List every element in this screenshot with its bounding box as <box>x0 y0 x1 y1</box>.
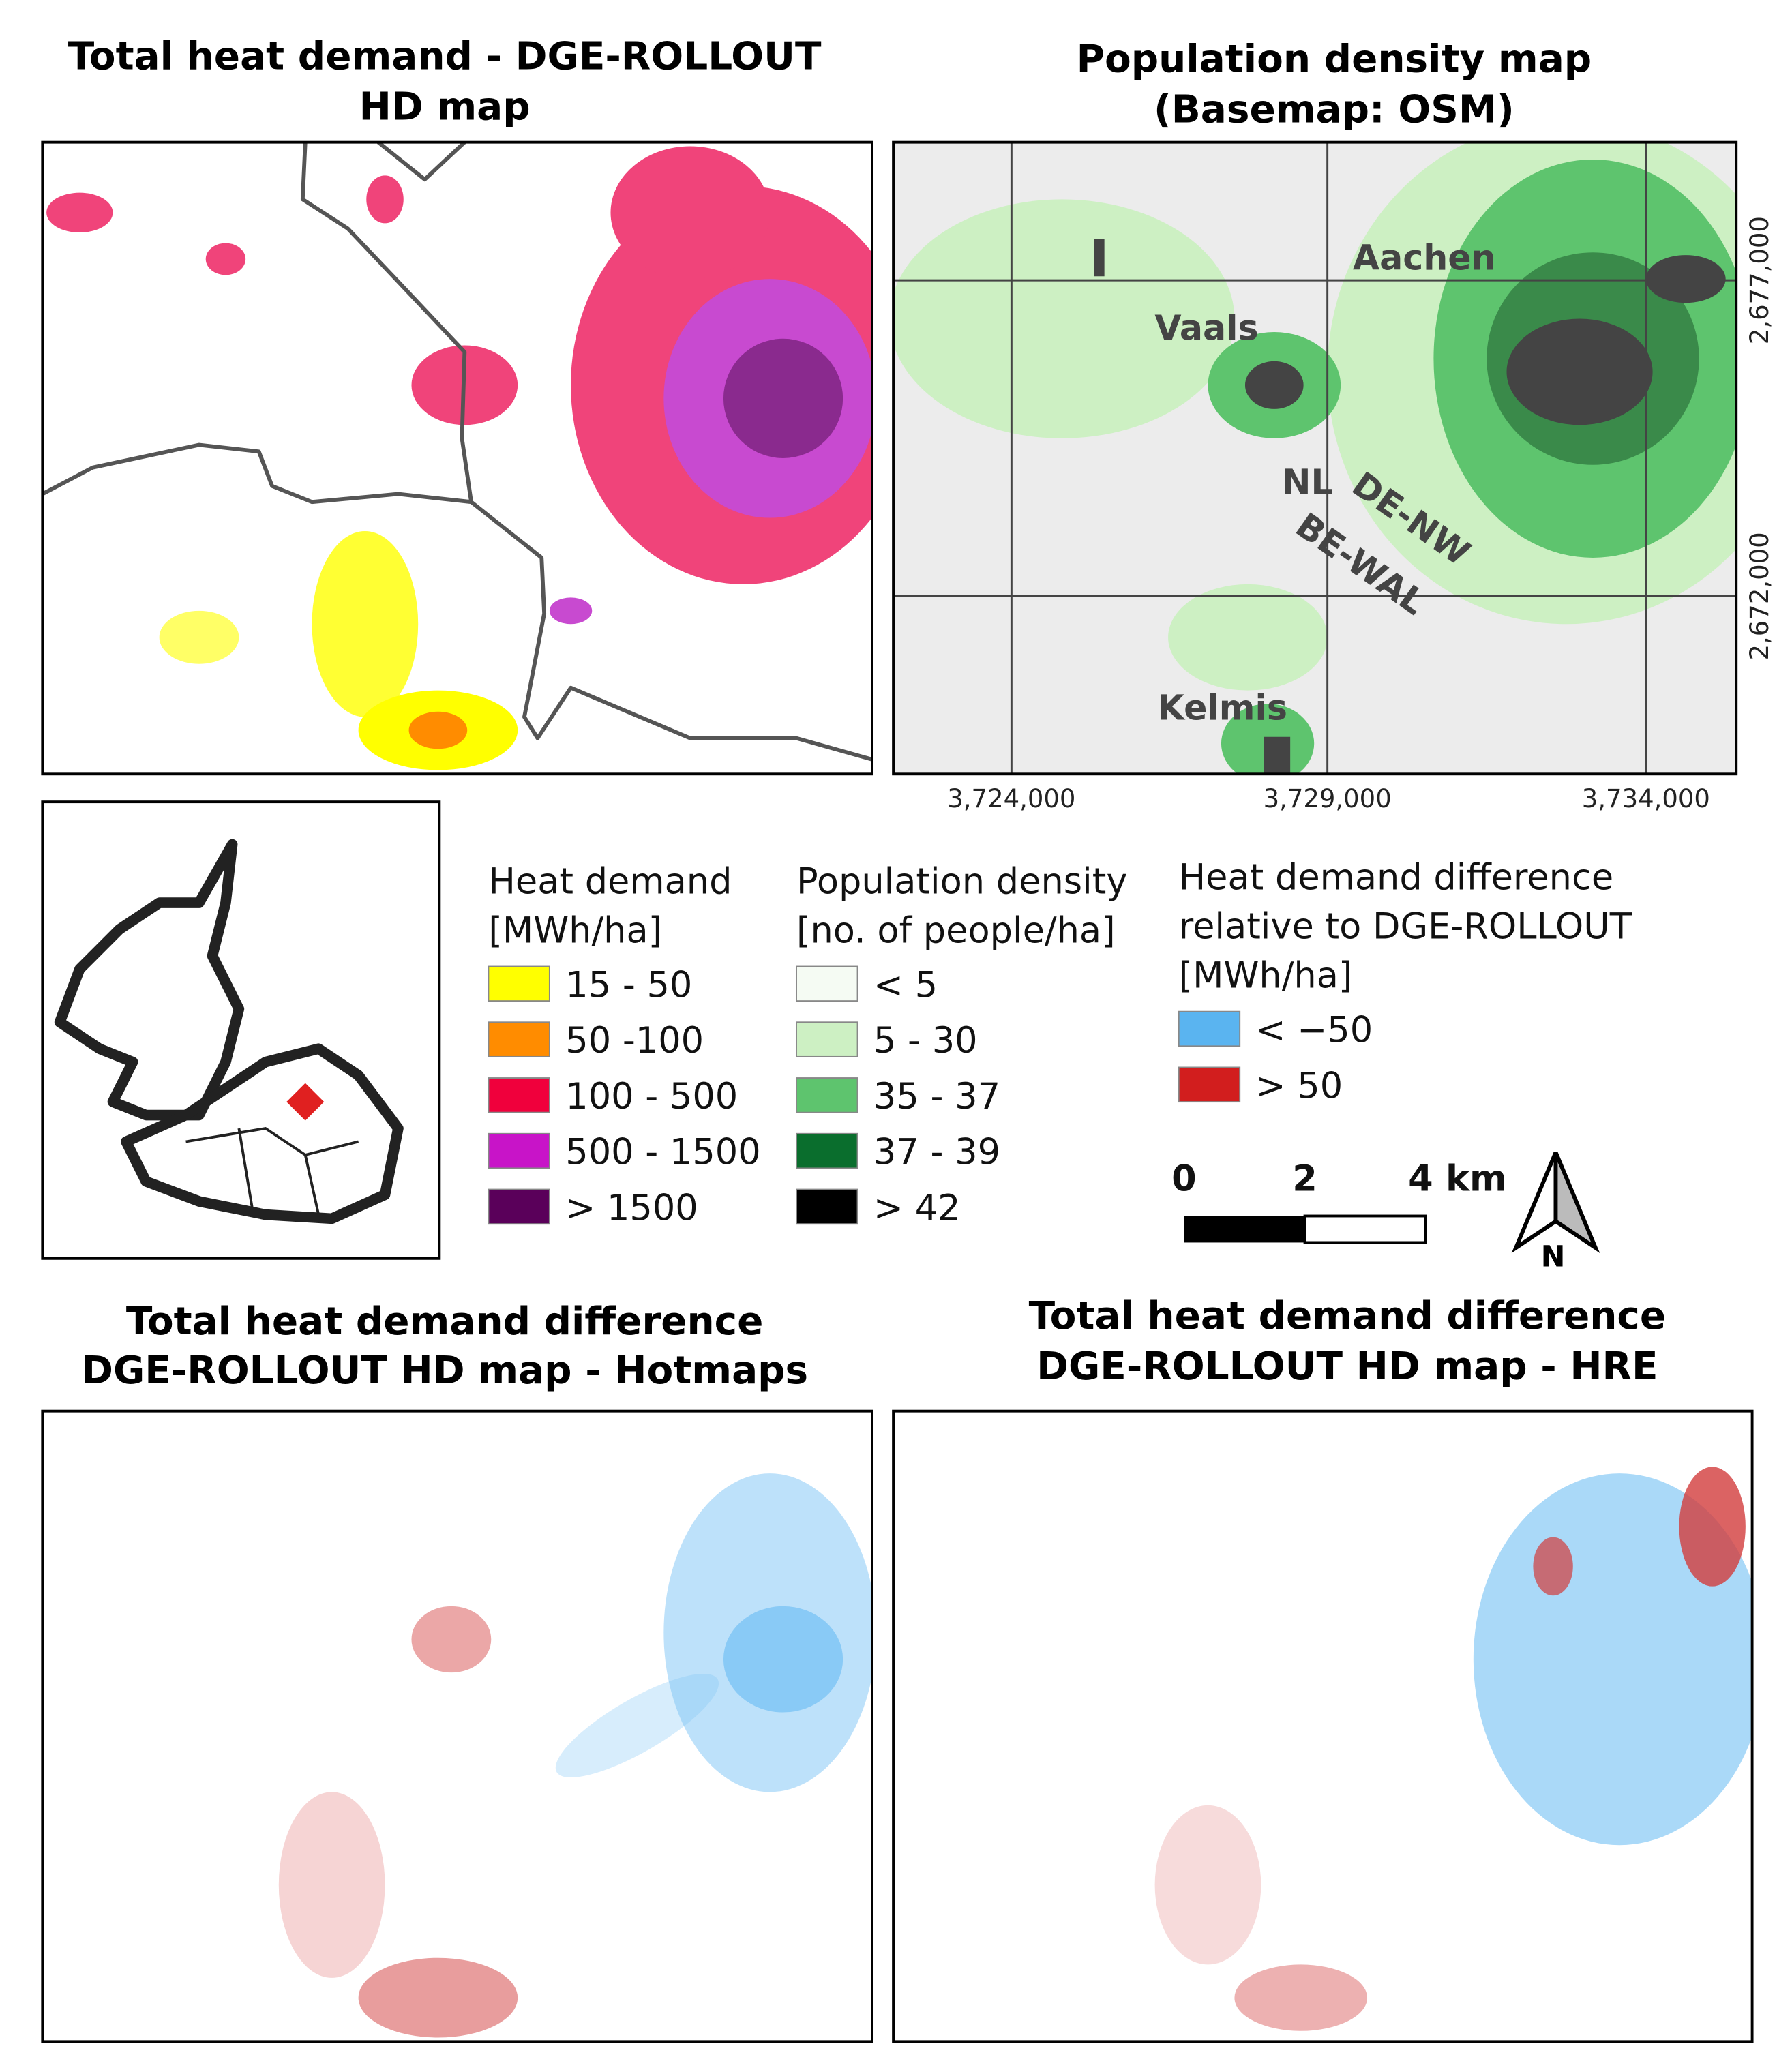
legend-label: 37 - 39 <box>873 1132 1000 1173</box>
legend-label: 35 - 37 <box>873 1076 1000 1117</box>
legend-title: [no. of people/ha] <box>796 910 1116 951</box>
legend-label: 500 - 1500 <box>565 1132 760 1173</box>
legend-swatch <box>488 965 550 1002</box>
map-border <box>41 140 873 776</box>
locator-inset <box>41 800 441 1260</box>
panel-title: Population density map <box>1077 37 1592 81</box>
y-tick-label: 2,677,000 <box>1745 216 1774 344</box>
legend-swatch <box>488 1188 550 1225</box>
panel-title: Total heat demand - DGE-ROLLOUT <box>68 35 822 79</box>
density-areas <box>893 142 1737 775</box>
panel-title: Total heat demand difference <box>1029 1294 1667 1338</box>
place-label: Aachen <box>1353 238 1496 278</box>
scale-label: 2 <box>1292 1158 1317 1200</box>
x-tick-label: 3,724,000 <box>947 784 1075 813</box>
legend-swatch <box>488 1021 550 1057</box>
legend-label: < 5 <box>873 964 938 1006</box>
map-border <box>892 140 1738 776</box>
grid <box>893 142 1737 775</box>
legend-label: > 50 <box>1256 1065 1343 1107</box>
legend-label: 15 - 50 <box>565 964 692 1006</box>
legend-label: < −50 <box>1256 1009 1373 1051</box>
scale-bar: 0 2 4 km <box>1171 1158 1507 1244</box>
x-tick-label: 3,729,000 <box>1264 784 1392 813</box>
legend-title: [MWh/ha] <box>1179 955 1353 997</box>
legend-swatch <box>1178 1066 1241 1103</box>
difference-map-hre <box>892 1409 1754 2043</box>
legend-title: relative to DGE-ROLLOUT <box>1179 906 1632 948</box>
panel-title: DGE-ROLLOUT HD map - HRE <box>1036 1344 1658 1389</box>
legend-swatch <box>488 1077 550 1113</box>
y-tick-label: 2,672,000 <box>1745 532 1774 660</box>
heat-demand-map <box>41 140 873 776</box>
legend-swatch <box>796 965 858 1002</box>
heat-areas <box>46 146 872 770</box>
legend-label: 100 - 500 <box>565 1076 738 1117</box>
legend-label: > 1500 <box>565 1187 698 1229</box>
place-label: Vaals <box>1154 308 1258 348</box>
legend-label: 50 -100 <box>565 1020 704 1062</box>
x-tick-label: 3,734,000 <box>1582 784 1710 813</box>
legend-label: 5 - 30 <box>873 1020 978 1062</box>
legend-title: Heat demand <box>488 860 732 902</box>
legends: Heat demand [MWh/ha] 15 - 50 50 -100 100 - 5… <box>488 857 1632 1229</box>
legend-swatch <box>796 1077 858 1113</box>
legend-swatch <box>796 1132 858 1169</box>
legend-swatch <box>796 1188 858 1225</box>
north-arrow: N <box>1511 1151 1600 1274</box>
scale-label: 4 km <box>1408 1158 1507 1200</box>
region-label: NL <box>1282 462 1333 502</box>
legend-title: Population density <box>796 860 1127 902</box>
difference-map-hotmaps <box>41 1409 873 2043</box>
place-label: Kelmis <box>1158 687 1287 727</box>
legend-title: [MWh/ha] <box>488 910 662 951</box>
population-map: Aachen Vaals NL DE-NW BE-WAL Kelmis 3,72… <box>892 140 1774 813</box>
panel-title: DGE-ROLLOUT HD map - Hotmaps <box>81 1349 808 1393</box>
legend-swatch <box>488 1132 550 1169</box>
north-label: N <box>1541 1239 1566 1274</box>
panel-title: HD map <box>359 85 531 130</box>
legend-swatch <box>796 1021 858 1057</box>
scale-label: 0 <box>1171 1158 1197 1200</box>
panel-title: (Basemap: OSM) <box>1154 87 1514 132</box>
panel-title: Total heat demand difference <box>126 1299 764 1344</box>
legend-title: Heat demand difference <box>1179 857 1614 899</box>
legend-swatch <box>1178 1010 1241 1047</box>
legend-label: > 42 <box>873 1187 961 1229</box>
